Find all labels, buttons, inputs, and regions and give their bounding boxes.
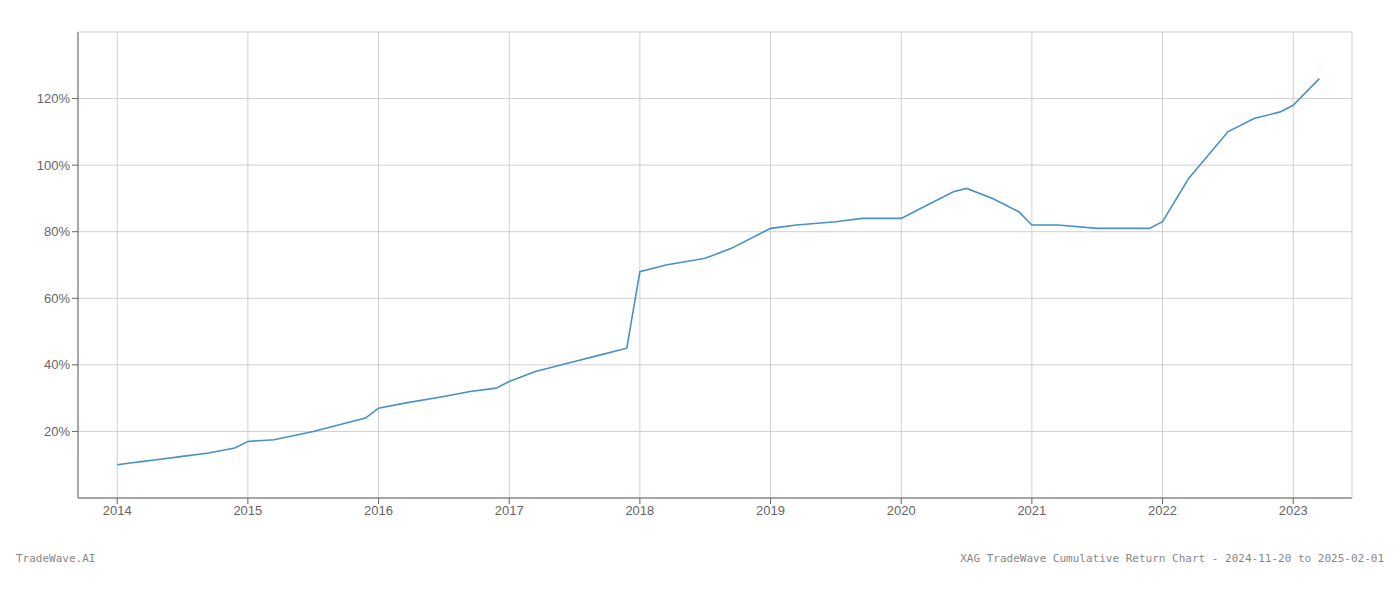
html-text:TradeWave.AI: TradeWave.AI <box>16 552 96 565</box>
svg-text:2017: 2017 <box>495 503 524 518</box>
svg-text:2018: 2018 <box>625 503 654 518</box>
svg-text:2019: 2019 <box>756 503 785 518</box>
svg-text:100%: 100% <box>37 158 71 173</box>
svg-text:2016: 2016 <box>364 503 393 518</box>
svg-text:2014: 2014 <box>103 503 132 518</box>
svg-text:2023: 2023 <box>1279 503 1308 518</box>
html-text:XAG TradeWave Cumulative Retur: XAG TradeWave Cumulative Return Chart - … <box>960 552 1384 565</box>
svg-text:40%: 40% <box>44 357 70 372</box>
svg-text:60%: 60% <box>44 291 70 306</box>
svg-text:20%: 20% <box>44 424 70 439</box>
svg-text:2021: 2021 <box>1017 503 1046 518</box>
svg-text:2015: 2015 <box>233 503 262 518</box>
svg-text:2020: 2020 <box>887 503 916 518</box>
svg-text:80%: 80% <box>44 224 70 239</box>
svg-text:2022: 2022 <box>1148 503 1177 518</box>
svg-text:120%: 120% <box>37 91 71 106</box>
